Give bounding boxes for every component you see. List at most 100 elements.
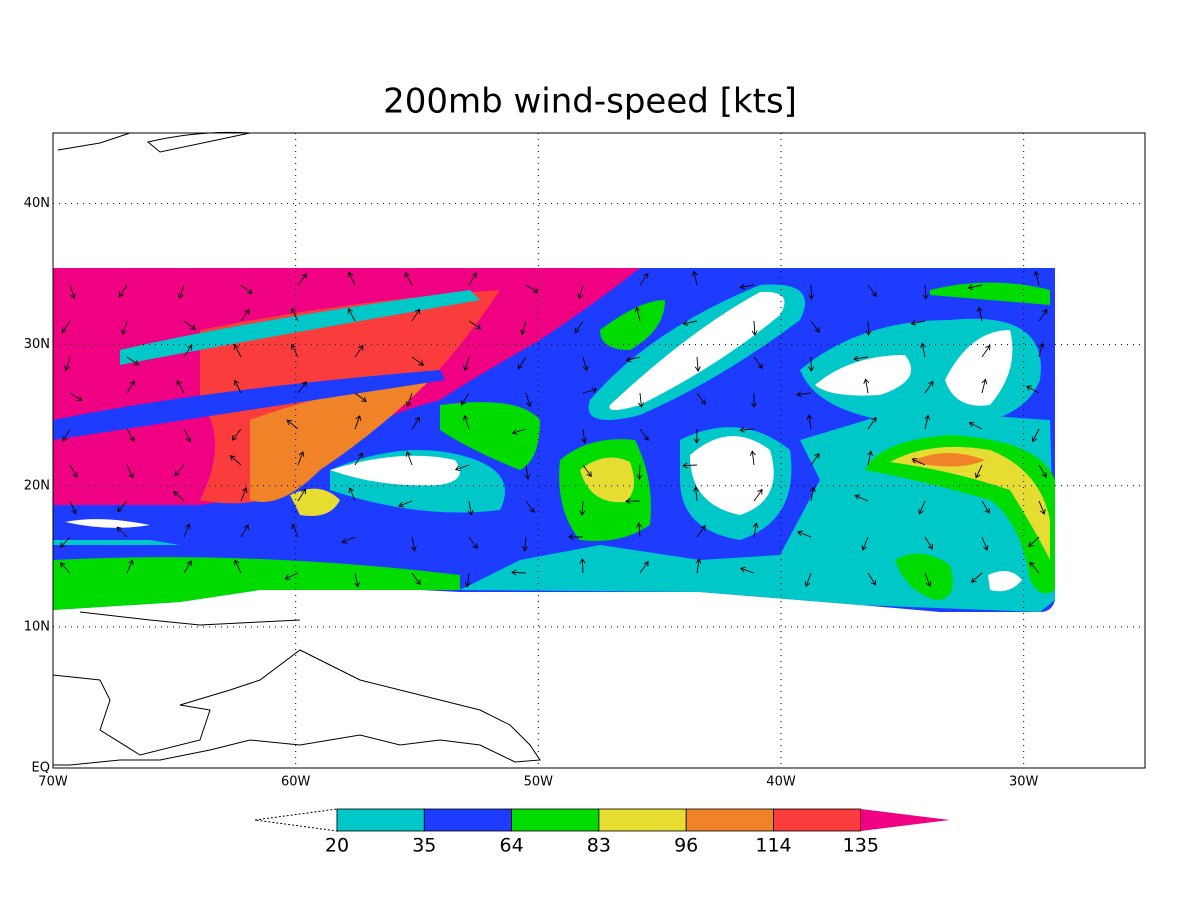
wind-arrow [126, 380, 135, 394]
colorbar-box [336, 808, 425, 832]
wind-arrow [183, 428, 192, 443]
wind-arrow [463, 414, 470, 430]
wind-arrow [695, 558, 702, 574]
wind-arrow [981, 500, 990, 514]
wind-arrow [411, 308, 421, 322]
wind-arrow [691, 270, 698, 286]
colorbar-box [423, 808, 512, 832]
colorbar-box [598, 808, 687, 832]
wind-arrow [173, 490, 185, 502]
wind-arrow [981, 536, 989, 551]
wind-arrow [1038, 464, 1047, 478]
wind-arrow [739, 426, 755, 433]
wind-arrow [286, 419, 299, 430]
x-tick-label: 70W [38, 775, 68, 790]
wind-arrow [468, 536, 478, 550]
wind-arrow [69, 500, 77, 515]
wind-arrow [924, 572, 932, 587]
wind-arrow [348, 487, 356, 502]
wind-arrow [804, 572, 812, 587]
wind-arrow [284, 572, 299, 580]
wind-arrow [291, 523, 299, 538]
x-tick-label: 40W [766, 775, 796, 790]
field-cyan [53, 540, 180, 545]
wind-vectors [59, 270, 1048, 588]
field-white [988, 571, 1022, 592]
wind-arrow [625, 498, 641, 505]
wind-arrow [240, 487, 248, 502]
wind-arrow [867, 572, 876, 586]
wind-arrow [625, 356, 641, 363]
wind-arrow [405, 451, 413, 466]
wind-arrow [411, 572, 421, 586]
y-tick-label: EQ [32, 761, 50, 776]
field-white [65, 519, 150, 528]
map-title: 200mb wind-speed [kts] [383, 82, 797, 122]
wind-arrow [975, 464, 983, 479]
wind-arrow [297, 381, 307, 394]
field-green [53, 557, 460, 610]
y-tick-label: 40N [24, 196, 50, 211]
colorbar-box [685, 808, 774, 832]
plot-frame [52, 132, 1146, 769]
wind-arrow [694, 356, 701, 372]
wind-arrow [867, 416, 877, 430]
wind-arrow [174, 464, 185, 477]
wind-arrow [753, 356, 763, 370]
wind-arrow [460, 392, 470, 406]
wind-arrow [861, 536, 869, 551]
wind-arrow [176, 379, 185, 394]
wind-arrow [354, 572, 360, 588]
y-tick-label: 20N [24, 478, 50, 493]
wind-arrow [354, 415, 362, 430]
wind-arrow [59, 536, 71, 548]
field-yellow [580, 457, 634, 503]
colorbar-over [860, 809, 950, 831]
wind-arrow [582, 464, 592, 478]
wind-arrow [354, 452, 363, 466]
wind-arrow [854, 494, 869, 502]
wind-arrow [69, 392, 83, 402]
colorbar-under [254, 808, 338, 832]
wind-arrow [405, 392, 413, 408]
wind-arrow [810, 452, 820, 466]
field-green [895, 553, 953, 600]
wind-arrow [354, 392, 367, 403]
wind-arrow [976, 306, 983, 322]
wind-arrow [751, 392, 757, 408]
wind-arrow [404, 271, 413, 286]
wind-arrow [568, 533, 584, 540]
field-green [600, 300, 665, 350]
wind-arrow [682, 462, 698, 469]
field-cyan-band [120, 290, 480, 365]
wind-arrow [752, 522, 759, 538]
wind-arrow [126, 356, 140, 366]
wind-arrow [579, 500, 586, 516]
wind-arrow [809, 486, 816, 502]
wind-arrow [1028, 536, 1040, 548]
wind-arrow [924, 380, 934, 394]
wind-arrow [116, 526, 128, 538]
field-blue-band [53, 370, 445, 440]
wind-arrow [924, 414, 931, 430]
wind-arrow [636, 522, 643, 538]
colorbar-box [511, 808, 600, 832]
wind-arrow [1033, 270, 1040, 286]
wind-arrow [118, 284, 128, 298]
wind-speed-field [53, 268, 1055, 612]
y-tick-label: 30N [24, 337, 50, 352]
field-green [930, 282, 1050, 305]
colorbar-label: 83 [587, 835, 611, 857]
field-white [945, 330, 1013, 406]
wind-arrow [511, 569, 527, 576]
wind-arrow [525, 500, 535, 514]
wind-arrow [739, 566, 755, 574]
wind-arrow [918, 500, 926, 515]
wind-arrow [968, 421, 983, 430]
wind-arrow [69, 464, 78, 478]
wind-arrow [297, 488, 306, 502]
field-orange [910, 452, 985, 467]
wind-arrow [1038, 308, 1048, 322]
wind-arrow [639, 428, 649, 442]
wind-arrow [577, 284, 584, 300]
